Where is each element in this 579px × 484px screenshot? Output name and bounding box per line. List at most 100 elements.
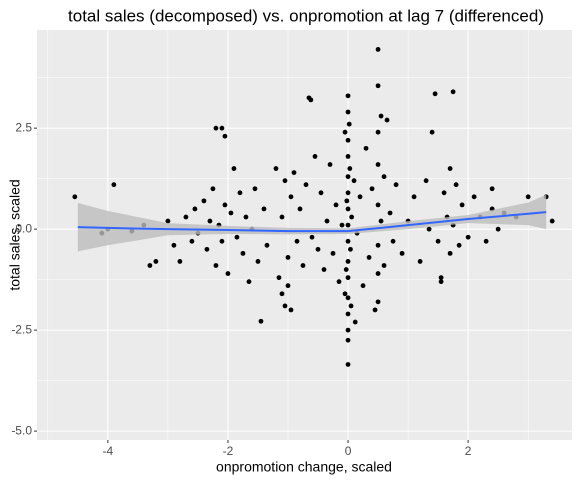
point <box>327 162 333 167</box>
point <box>318 190 324 196</box>
y-tick-label: 0.0 <box>15 221 32 235</box>
point <box>429 129 435 135</box>
point <box>432 91 438 97</box>
point <box>375 83 381 89</box>
point <box>345 337 351 343</box>
point <box>369 186 375 192</box>
point <box>285 255 291 260</box>
point <box>375 299 381 305</box>
point <box>315 246 321 252</box>
point <box>549 218 555 224</box>
point <box>345 174 351 180</box>
x-tick-label: -4 <box>103 444 114 458</box>
point <box>279 214 285 220</box>
point <box>438 275 444 281</box>
y-tick-label: 2.5 <box>15 120 32 134</box>
point <box>348 246 353 252</box>
point <box>375 242 381 248</box>
point <box>240 250 246 256</box>
point <box>252 186 258 192</box>
point <box>321 267 327 272</box>
point <box>171 242 177 248</box>
point <box>237 190 243 196</box>
point <box>210 186 216 192</box>
point <box>330 250 336 256</box>
point <box>399 250 405 256</box>
point <box>201 198 207 204</box>
point <box>447 166 453 171</box>
point <box>465 234 471 240</box>
point <box>344 198 350 204</box>
point <box>342 291 348 297</box>
point <box>228 210 234 216</box>
point <box>309 234 315 240</box>
point <box>375 202 381 208</box>
point <box>346 121 352 127</box>
point <box>351 178 357 184</box>
point <box>459 202 465 208</box>
point <box>375 46 381 52</box>
point <box>495 226 501 232</box>
point <box>342 129 348 135</box>
point <box>345 295 351 301</box>
point <box>375 129 381 135</box>
point <box>411 194 417 200</box>
point <box>471 194 477 200</box>
point <box>165 218 171 224</box>
point <box>303 182 309 188</box>
point <box>375 271 381 276</box>
point <box>345 93 351 99</box>
point <box>297 206 303 212</box>
point <box>147 263 153 268</box>
point <box>345 154 351 159</box>
point <box>343 267 349 272</box>
point <box>312 154 318 159</box>
y-axis-label: total sales, scaled <box>7 179 23 290</box>
point <box>438 279 444 285</box>
point <box>258 318 264 324</box>
point <box>345 109 351 115</box>
point <box>345 137 351 143</box>
point <box>456 242 462 248</box>
point <box>441 190 447 196</box>
point <box>261 206 267 212</box>
point <box>300 263 306 268</box>
point <box>339 222 345 228</box>
point <box>483 238 489 244</box>
point <box>348 303 354 309</box>
point <box>345 327 351 333</box>
point <box>204 246 210 252</box>
point <box>282 178 288 184</box>
point <box>213 263 219 268</box>
point <box>183 214 189 220</box>
point <box>308 97 314 103</box>
point <box>435 238 441 244</box>
point <box>243 214 249 220</box>
point <box>453 182 459 188</box>
x-axis-label: onpromotion change, scaled <box>216 459 392 475</box>
point <box>255 259 261 264</box>
point <box>219 238 225 244</box>
point <box>489 186 495 192</box>
point <box>366 255 372 260</box>
point <box>447 250 453 256</box>
point <box>349 214 355 220</box>
point <box>291 170 297 175</box>
point <box>384 117 390 123</box>
point <box>192 206 198 212</box>
point <box>375 162 381 167</box>
smooth-line <box>77 211 547 233</box>
point <box>345 222 351 228</box>
point <box>417 259 423 264</box>
confidence-band <box>77 194 547 252</box>
point <box>393 182 399 188</box>
point <box>345 259 351 264</box>
point <box>177 259 183 264</box>
point <box>345 206 351 212</box>
point <box>426 226 432 232</box>
point <box>288 307 294 313</box>
point <box>282 303 288 309</box>
point <box>345 275 351 281</box>
point <box>333 202 339 208</box>
point <box>294 238 300 244</box>
